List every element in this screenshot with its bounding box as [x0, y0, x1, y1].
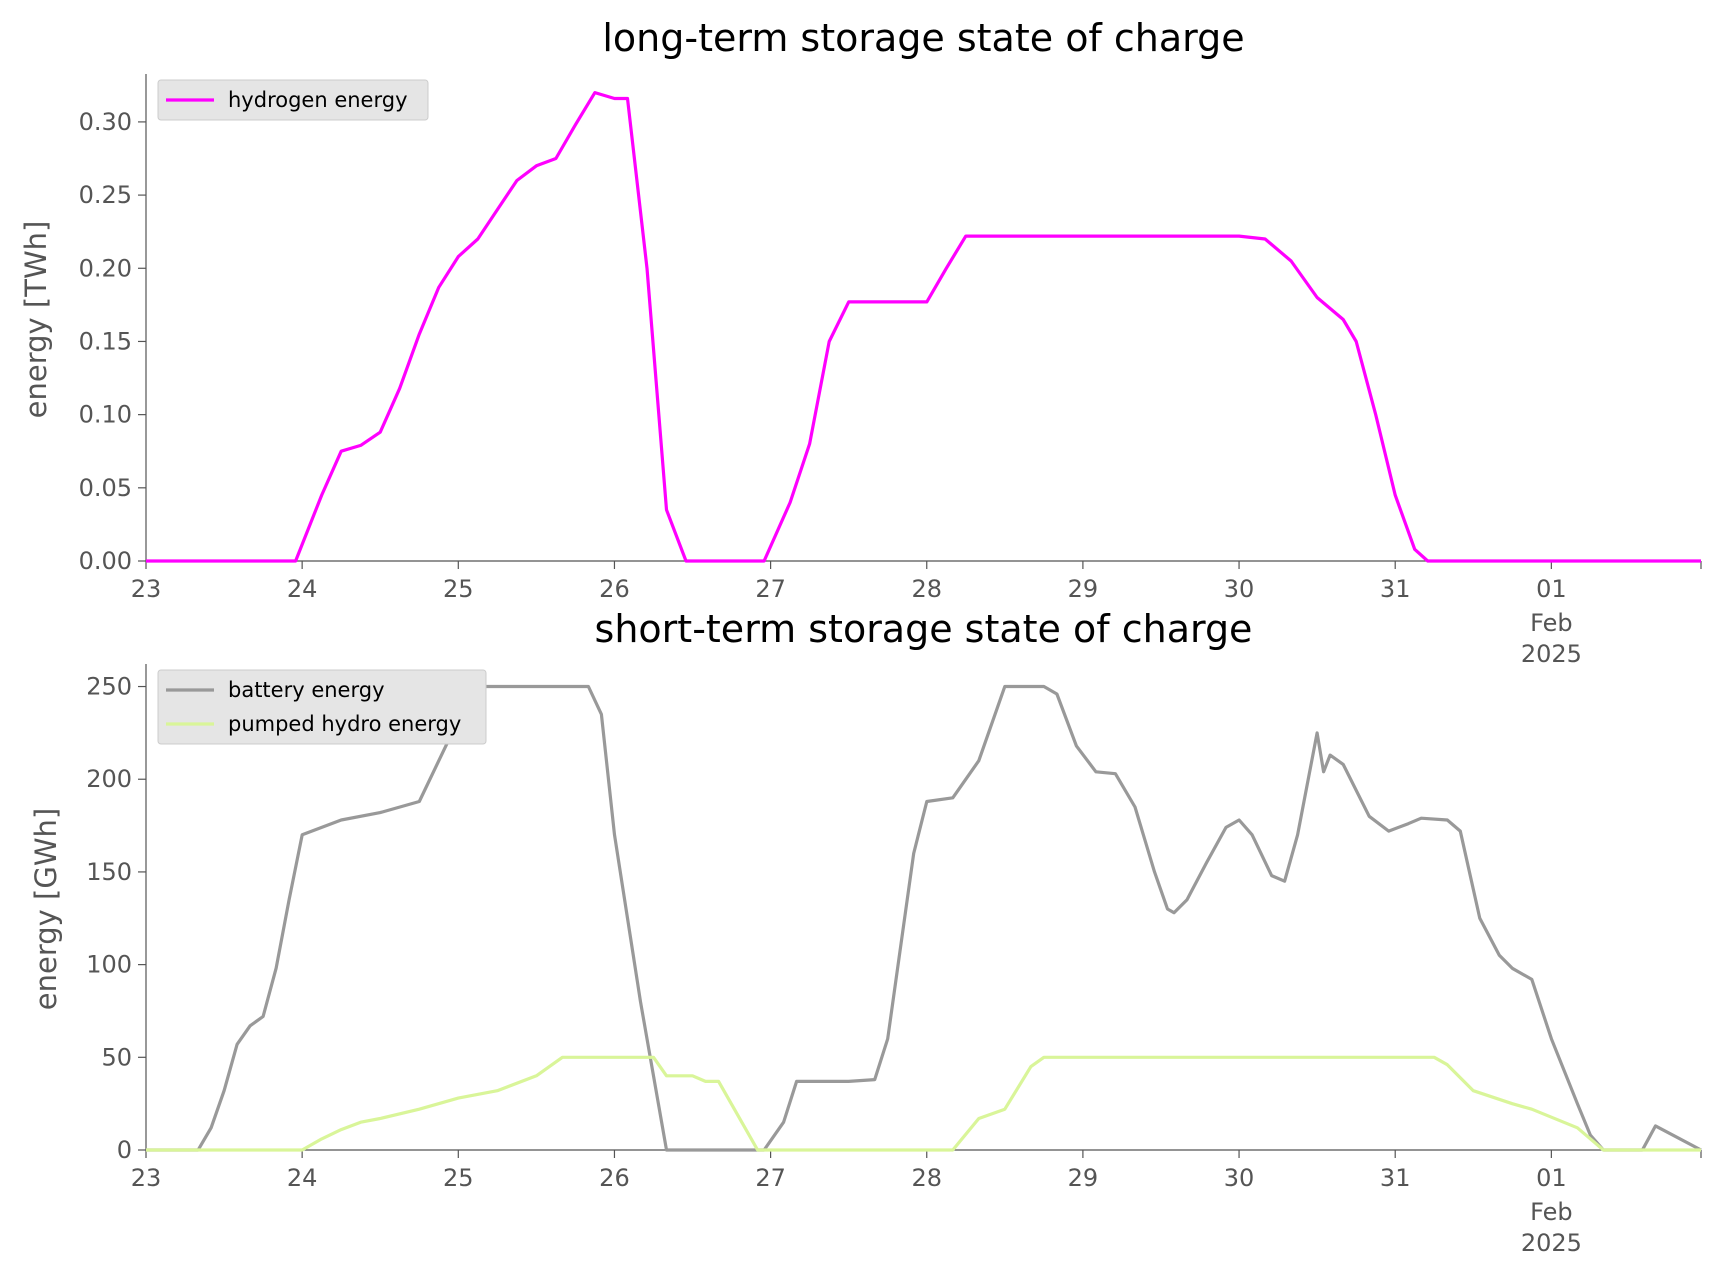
y-tick-label: 0.30 [79, 108, 132, 136]
x-tick-sublabel: 2025 [1521, 640, 1582, 668]
x-tick-label: 23 [131, 1164, 162, 1192]
y-tick-label: 0.20 [79, 254, 132, 282]
legend-entry: hydrogen energy [228, 88, 408, 112]
legend-box [157, 669, 487, 745]
chart-title: long-term storage state of charge [602, 16, 1244, 60]
x-tick-label: 30 [1224, 575, 1255, 603]
y-tick-label: 150 [86, 858, 132, 886]
x-tick-label: 29 [1068, 1164, 1099, 1192]
y-tick-label: 0.00 [79, 547, 132, 575]
chart-title: short-term storage state of charge [595, 607, 1253, 651]
y-tick-label: 0.15 [79, 327, 132, 355]
short-term-storage-panel: short-term storage state of charge energy… [29, 607, 1702, 1257]
series-line-hydrogen-energy [146, 91, 1701, 563]
x-tick-label: 24 [287, 575, 318, 603]
x-tick-label: 31 [1380, 575, 1411, 603]
x-tick-sublabel: Feb [1530, 609, 1573, 637]
x-tick-label: 26 [599, 1164, 630, 1192]
legend-box [157, 79, 429, 121]
y-tick-label: 200 [86, 765, 132, 793]
x-tick-label: 01 [1536, 575, 1567, 603]
x-tick-label: 23 [131, 575, 162, 603]
y-tick-label: 0.25 [79, 181, 132, 209]
x-tick-label: 01 [1536, 1164, 1567, 1192]
y-tick-label: 100 [86, 951, 132, 979]
x-tick-label: 26 [599, 575, 630, 603]
legend-entry: pumped hydro energy [228, 712, 461, 736]
x-tick-sublabel: 2025 [1521, 1229, 1582, 1257]
x-tick-label: 28 [911, 1164, 942, 1192]
legend: battery energy pumped hydro energy [157, 669, 487, 745]
legend: hydrogen energy [157, 79, 429, 121]
series-line-pumped-hydro-energy [146, 1055, 1701, 1152]
x-tick-label: 28 [911, 575, 942, 603]
y-tick-label: 50 [101, 1043, 132, 1071]
y-tick-label: 250 [86, 673, 132, 701]
y-axis-label: energy [TWh] [19, 221, 53, 419]
x-tick-label: 29 [1068, 575, 1099, 603]
x-tick-label: 30 [1224, 1164, 1255, 1192]
x-tick-sublabel: Feb [1530, 1198, 1573, 1226]
x-tick-label: 27 [755, 575, 786, 603]
y-tick-label: 0 [117, 1136, 132, 1164]
x-tick-label: 27 [755, 1164, 786, 1192]
y-axis-label: energy [GWh] [29, 808, 63, 1010]
long-term-storage-panel: long-term storage state of charge energy … [19, 16, 1702, 668]
x-tick-label: 25 [443, 575, 474, 603]
series-line-battery-energy [146, 684, 1702, 1152]
x-tick-label: 31 [1380, 1164, 1411, 1192]
x-tick-label: 24 [287, 1164, 318, 1192]
x-tick-label: 25 [443, 1164, 474, 1192]
legend-entry: battery energy [228, 678, 385, 702]
y-tick-label: 0.05 [79, 474, 132, 502]
y-tick-label: 0.10 [79, 401, 132, 429]
